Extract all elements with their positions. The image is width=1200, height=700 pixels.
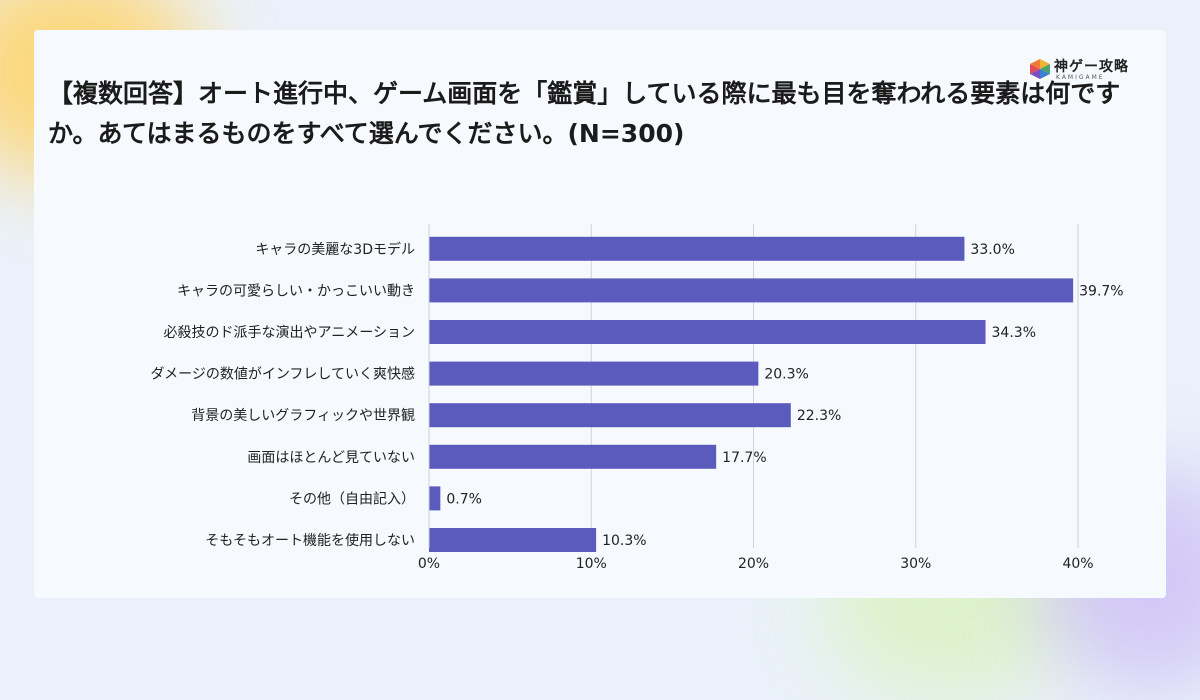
x-tick-label: 30%: [900, 556, 931, 572]
bar: [429, 486, 441, 511]
value-label: 17.7%: [722, 450, 766, 466]
bar: [429, 528, 597, 552]
value-label: 34.3%: [992, 325, 1036, 341]
value-label: 33.0%: [970, 242, 1014, 258]
x-tick-label: 10%: [576, 556, 607, 572]
value-label: 10.3%: [602, 533, 646, 549]
bar: [429, 320, 986, 344]
logo: 神ゲー攻略 KAMIGAME: [1030, 56, 1140, 84]
value-label: 20.3%: [764, 367, 808, 383]
value-label: 39.7%: [1079, 283, 1123, 299]
category-label: キャラの可愛らしい・かっこいい動き: [177, 283, 415, 299]
bar: [429, 278, 1074, 303]
value-label: 0.7%: [446, 491, 482, 507]
category-label: そもそもオート機能を使用しない: [205, 532, 415, 549]
kamigame-logo-icon: [1030, 59, 1050, 79]
logo-text: 神ゲー攻略: [1054, 59, 1129, 75]
category-label: 画面はほとんど見ていない: [247, 450, 415, 466]
bar: [429, 403, 791, 428]
bar-chart: 0% 10% 20% 30% 40% キャラの美麗な3Dモデル 33.0% キャラの可愛らしい…: [151, 224, 1124, 572]
value-label: 22.3%: [797, 408, 841, 424]
category-label: ダメージの数値がインフレしていく爽快感: [151, 366, 415, 383]
x-tick-label: 0%: [418, 556, 440, 572]
bar: [429, 361, 759, 386]
x-tick-label: 20%: [738, 556, 769, 572]
bar: [429, 444, 717, 469]
category-label: 必殺技のド派手な演出やアニメーション: [164, 325, 415, 341]
category-label: その他（自由記入）: [289, 490, 415, 507]
category-label: キャラの美麗な3Dモデル: [255, 241, 415, 258]
logo-subtext: KAMIGAME: [1056, 74, 1105, 81]
chart-title: 【複数回答】オート進行中、ゲーム画面を「鑑賞」している際に最も目を奪われる要素は…: [48, 79, 1121, 148]
category-label: 背景の美しいグラフィックや世界観: [191, 407, 415, 424]
chart-card: [34, 30, 1166, 598]
bar: [429, 236, 965, 261]
x-tick-label: 40%: [1062, 556, 1093, 572]
